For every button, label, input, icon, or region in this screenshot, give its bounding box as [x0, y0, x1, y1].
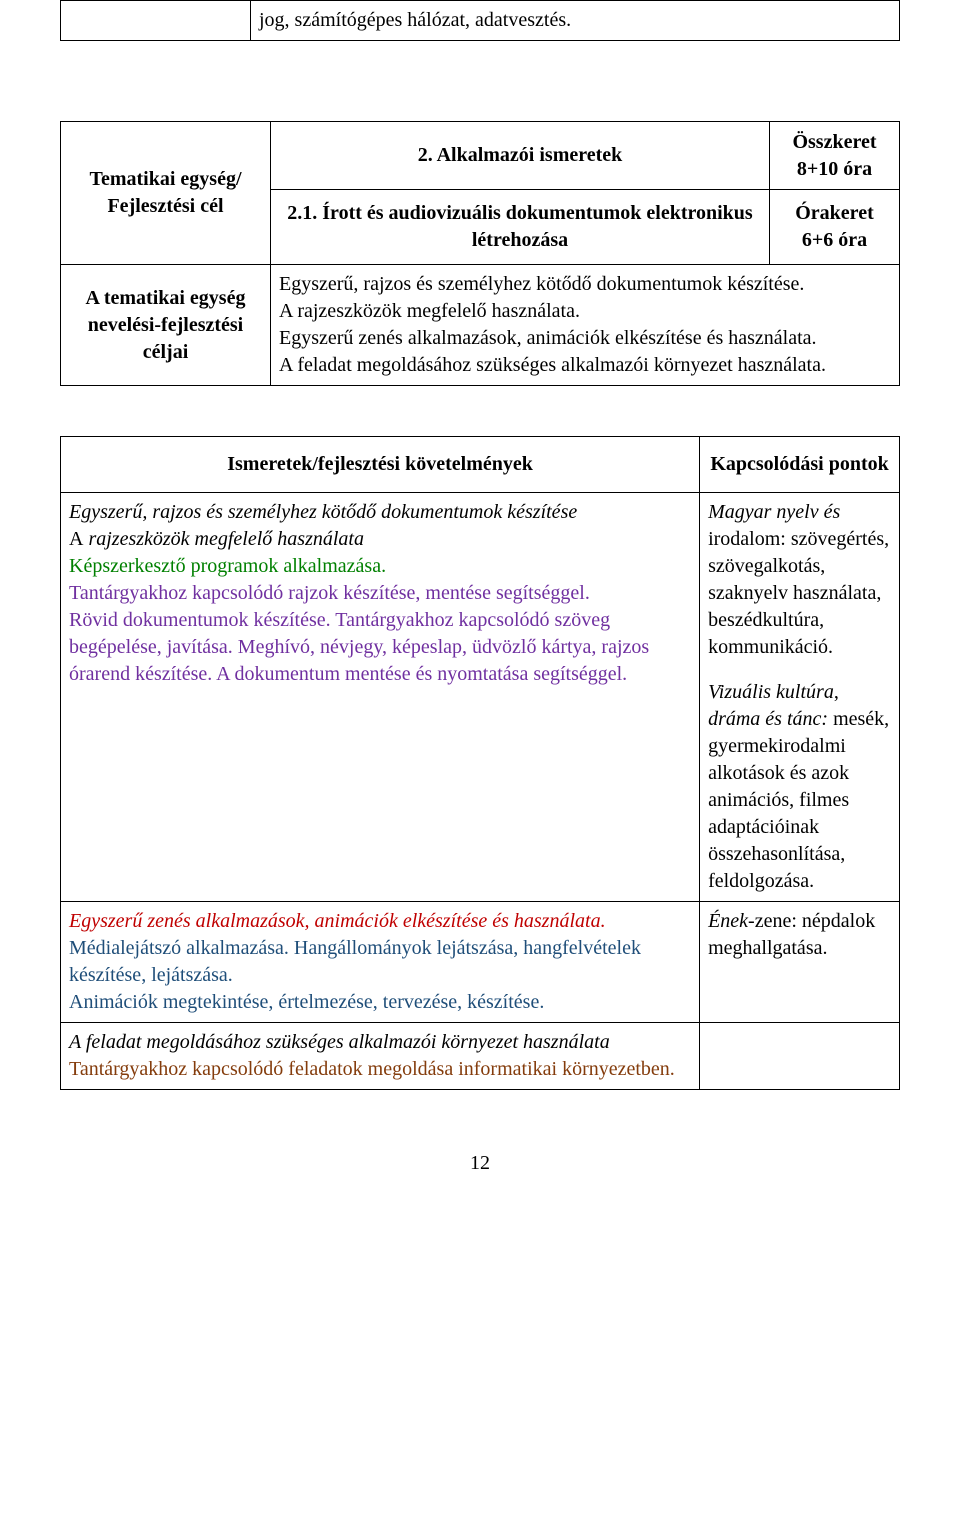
goal-line-2: A rajzeszközök megfelelő használata.: [279, 298, 891, 325]
top-table: jog, számítógépes hálózat, adatvesztés.: [60, 0, 900, 41]
goals-label: A tematikai egység nevelési-fejlesztési …: [61, 265, 271, 386]
b1-r1a: Magyar nyelv és: [708, 501, 840, 523]
b1-r2c: dráma és tánc:: [708, 708, 828, 730]
b1-r1b: irodalom: szövegértés, szövegalkotás, sz…: [708, 528, 889, 658]
b1-r2a: Vizuális kultúra: [708, 681, 834, 703]
goals-cell: Egyszerű, rajzos és személyhez kötődő do…: [271, 265, 900, 386]
b1-r1: Magyar nyelv és irodalom: szövegértés, s…: [708, 499, 891, 661]
b1-r2b: ,: [834, 681, 839, 703]
b1-l5: Rövid dokumentumok készítése. Tantárgyak…: [69, 607, 691, 688]
b2-l3: Animációk megtekintése, értelmezése, ter…: [69, 989, 691, 1016]
b3-l1: A feladat megoldásához szükséges alkalma…: [69, 1029, 691, 1056]
b1-l1: Egyszerű, rajzos és személyhez kötődő do…: [69, 499, 691, 526]
b3-l2: Tantárgyakhoz kapcsolódó feladatok megol…: [69, 1056, 691, 1083]
goal-line-1: Egyszerű, rajzos és személyhez kötődő do…: [279, 271, 891, 298]
b1-l2-prefix: A: [69, 528, 83, 550]
b2-r1: Ének-zene: népdalok meghallgatása.: [708, 908, 891, 962]
b2-l1: Egyszerű zenés alkalmazások, animációk e…: [69, 908, 691, 935]
unit-title: 2. Alkalmazói ismeretek: [271, 122, 770, 190]
subunit-hours: Órakeret 6+6 óra: [770, 190, 900, 265]
b1-l2-rest: rajzeszközök megfelelő használata: [83, 528, 364, 550]
goal-line-4: A feladat megoldásához szükséges alkalma…: [279, 352, 891, 379]
unit-label: Tematikai egység/ Fejlesztési cél: [61, 122, 271, 265]
b1-l2: A rajzeszközök megfelelő használata: [69, 526, 691, 553]
req-block3-left: A feladat megoldásához szükséges alkalma…: [61, 1023, 700, 1090]
requirements-table: Ismeretek/fejlesztési követelmények Kapc…: [60, 436, 900, 1090]
top-table-stub: [61, 1, 251, 41]
page-number: 12: [60, 1150, 900, 1177]
goal-line-3: Egyszerű zenés alkalmazások, animációk e…: [279, 325, 891, 352]
b1-r2: Vizuális kultúra, dráma és tánc: mesék, …: [708, 679, 891, 895]
b1-l3: Képszerkesztő programok alkalmazása.: [69, 553, 691, 580]
unit-total-hours: Összkeret 8+10 óra: [770, 122, 900, 190]
req-header-right: Kapcsolódási pontok: [700, 437, 900, 493]
b1-r2d: mesék, gyermekirodalmi alkotások és azok…: [708, 708, 889, 892]
b1-l4: Tantárgyakhoz kapcsolódó rajzok készítés…: [69, 580, 691, 607]
req-block2-right: Ének-zene: népdalok meghallgatása.: [700, 902, 900, 1023]
top-table-cell: jog, számítógépes hálózat, adatvesztés.: [251, 1, 900, 41]
req-block2-left: Egyszerű zenés alkalmazások, animációk e…: [61, 902, 700, 1023]
b2-l2: Médialejátszó alkalmazása. Hangállományo…: [69, 935, 691, 989]
unit-header-table: Tematikai egység/ Fejlesztési cél 2. Alk…: [60, 121, 900, 386]
req-block1-left: Egyszerű, rajzos és személyhez kötődő do…: [61, 493, 700, 902]
req-block1-right: Magyar nyelv és irodalom: szövegértés, s…: [700, 493, 900, 902]
subunit-title: 2.1. Írott és audiovizuális dokumentumok…: [271, 190, 770, 265]
req-header-left: Ismeretek/fejlesztési követelmények: [61, 437, 700, 493]
req-block3-right: [700, 1023, 900, 1090]
b2-r1a: Ének-: [708, 910, 755, 932]
